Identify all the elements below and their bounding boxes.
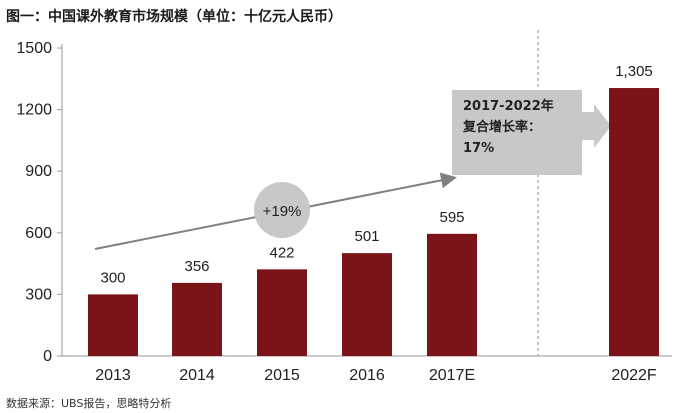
x-tick-label: 2015 [264, 367, 300, 384]
data-label: 1,305 [615, 63, 653, 80]
chart-labels: 300 2013 356 2014 422 2015 501 2016 595 2017E 1,30… [95, 63, 657, 384]
bar [609, 88, 659, 356]
y-tick-label: 600 [25, 225, 52, 242]
growth-label: +19% [263, 203, 302, 220]
growth-bubble [254, 182, 310, 238]
chart-title: 图一：中国课外教育市场规模（单位：十亿元人民币） [6, 9, 342, 25]
data-label: 300 [100, 269, 125, 286]
bar [257, 269, 307, 356]
y-tick-label: 900 [25, 163, 52, 180]
cagr-text-line: 复合增长率： [462, 119, 541, 135]
x-tick-label: 2016 [349, 367, 385, 384]
x-tick-label: 2022F [611, 367, 657, 384]
y-tick-label: 1500 [16, 40, 52, 57]
x-tick-label: 2014 [179, 367, 215, 384]
data-label: 501 [354, 228, 379, 245]
cagr-text-line: 17% [463, 141, 494, 156]
chart-bars [88, 88, 659, 356]
bar [427, 233, 477, 356]
data-label: 595 [439, 209, 464, 226]
bar [172, 282, 222, 356]
bar [88, 294, 138, 356]
source-note: 数据来源：UBS报告，思略特分析 [6, 397, 172, 410]
bar [342, 253, 392, 356]
chart-axes: 0 300 600 900 1200 1500 [16, 30, 672, 365]
cagr-callout [452, 90, 611, 175]
cagr-text-line: 2017-2022年 [463, 98, 554, 114]
y-tick-label: 1200 [16, 102, 52, 119]
y-tick-label: 300 [25, 286, 52, 303]
data-label: 356 [184, 258, 209, 275]
data-label: 422 [269, 244, 294, 261]
x-tick-label: 2017E [429, 367, 475, 384]
y-tick-label: 0 [43, 348, 52, 365]
x-tick-label: 2013 [95, 367, 131, 384]
